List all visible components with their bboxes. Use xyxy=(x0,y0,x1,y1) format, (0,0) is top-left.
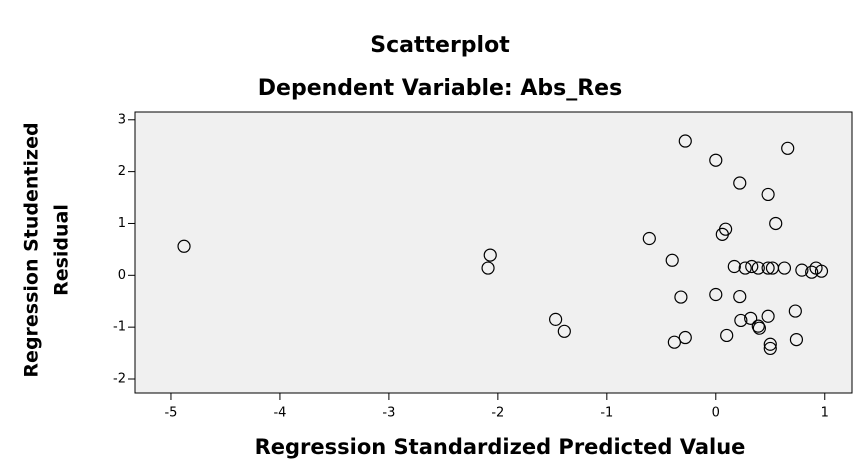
x-axis-label: Regression Standardized Predicted Value xyxy=(255,435,746,459)
point xyxy=(557,324,571,338)
point xyxy=(483,248,497,262)
x-tick-label: -1 xyxy=(600,406,613,421)
point xyxy=(177,239,191,253)
point xyxy=(814,264,829,278)
x-tick-label: -3 xyxy=(382,406,395,421)
point xyxy=(718,222,733,236)
point xyxy=(733,176,747,190)
x-tick-label: -2 xyxy=(491,406,504,421)
point xyxy=(777,261,792,275)
x-tick-label: 0 xyxy=(712,406,720,421)
point xyxy=(761,309,775,323)
point xyxy=(763,341,777,356)
point xyxy=(752,321,766,335)
y-tick-label: 1 xyxy=(118,216,126,231)
point xyxy=(720,328,734,343)
y-tick-label: 3 xyxy=(118,112,126,127)
chart-title: Scatterplot xyxy=(370,33,510,58)
point xyxy=(751,261,765,275)
point xyxy=(763,337,777,351)
y-axis-label: Residual xyxy=(51,204,73,296)
y-tick-label: 2 xyxy=(118,164,126,179)
point xyxy=(761,261,775,275)
point xyxy=(745,259,759,274)
y-axis-label: Regression Studentized xyxy=(21,122,43,377)
point xyxy=(549,312,563,326)
y-tick-label: -1 xyxy=(113,320,126,335)
point xyxy=(788,304,802,318)
y-tick-label: -2 xyxy=(113,372,126,387)
point xyxy=(678,134,692,148)
point xyxy=(769,216,783,231)
point xyxy=(805,265,819,279)
x-tick-label: -4 xyxy=(273,406,286,421)
point xyxy=(733,289,747,304)
point xyxy=(709,153,723,167)
point xyxy=(751,319,765,333)
point xyxy=(795,263,809,277)
point xyxy=(481,261,495,275)
point xyxy=(642,231,656,246)
point xyxy=(674,290,688,304)
point xyxy=(678,330,692,345)
point xyxy=(789,332,804,347)
point xyxy=(734,313,748,328)
point xyxy=(727,259,741,274)
point xyxy=(744,311,758,325)
point xyxy=(667,335,681,349)
point xyxy=(709,287,723,302)
point xyxy=(781,141,795,155)
y-tick-label: 0 xyxy=(118,268,126,283)
point xyxy=(665,253,679,267)
point xyxy=(761,187,775,202)
plot-area xyxy=(134,111,853,394)
x-tick-label: 1 xyxy=(821,406,829,421)
chart-subtitle: Dependent Variable: Abs_Res xyxy=(258,76,622,101)
x-tick-label: -5 xyxy=(164,406,177,421)
point xyxy=(738,261,752,275)
